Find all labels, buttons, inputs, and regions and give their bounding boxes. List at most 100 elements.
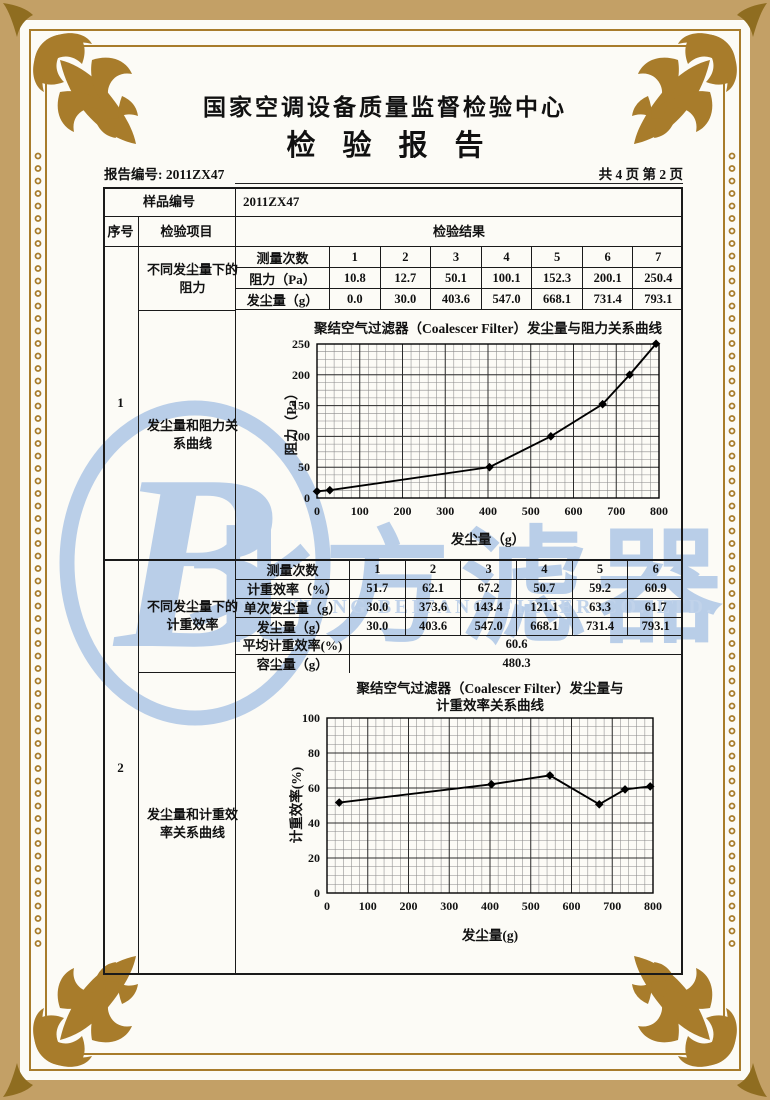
table-hline: [138, 672, 236, 673]
watermark-logo: B: [59, 400, 331, 726]
table-vline-seq: [138, 217, 139, 973]
sample-no-label: 样品编号: [142, 193, 195, 209]
table-hline: [103, 216, 683, 217]
table-cell: 10.8: [330, 268, 381, 288]
table-cell: 0.0: [330, 289, 381, 309]
table-cell: 50.1: [431, 268, 482, 288]
watermark-text-en: XINXIANG BEIFANG FILTER CO.,LTD.: [238, 596, 715, 618]
svg-text:100: 100: [351, 504, 369, 518]
row-label: 单次发尘量（g）: [236, 598, 350, 617]
table-cell: 152.3: [532, 268, 583, 288]
table-cell: 121.1: [517, 598, 573, 617]
seq-2: 2: [117, 759, 124, 775]
item-1b-label: 发尘量和阻力关系曲线: [146, 417, 238, 451]
svg-text:700: 700: [603, 899, 621, 913]
center-name-title: 国家空调设备质量监督检验中心: [203, 95, 567, 120]
svg-text:0: 0: [304, 491, 310, 505]
report-number: 报告编号: 2011ZX47: [104, 167, 225, 182]
chart-title: 聚结空气过滤器（Coalescer Filter）发尘量与: [355, 680, 623, 696]
table-cell: 3: [461, 560, 518, 579]
table-row: 计重效率（%） 51.7 62.1 67.2 50.7 59.2 60.9: [236, 579, 683, 599]
table-cell-span: 60.6: [505, 637, 528, 652]
table-row: 平均计重效率(%) 60.6: [236, 636, 683, 655]
frame-scroll-pattern-right: [726, 150, 738, 950]
svg-text:100: 100: [359, 899, 377, 913]
svg-text:150: 150: [292, 399, 310, 413]
table-cell: 793.1: [641, 618, 670, 633]
y-axis-label: 计重效率(%): [288, 767, 304, 844]
table-row: 阻力（Pa） 10.8 12.7 50.1 100.1 152.3 200.1 250.4: [236, 268, 683, 289]
svg-text:0: 0: [324, 899, 330, 913]
data-line: [339, 774, 651, 806]
table-cell: 547.0: [461, 617, 518, 635]
chart-title-line2: 计重效率关系曲线: [436, 697, 544, 713]
table-cell: 793.1: [644, 291, 673, 306]
svg-text:400: 400: [479, 504, 497, 518]
table-cell: 51.7: [350, 579, 406, 598]
table-hline-section-divider: [103, 559, 683, 561]
svg-text:60: 60: [308, 781, 320, 795]
page-indicator: 共 4 页 第 2 页: [598, 167, 683, 182]
row-label: 发尘量（g）: [236, 617, 350, 635]
table-cell: 4: [517, 560, 573, 579]
table-row: 容尘量（g） 480.3: [236, 654, 683, 673]
row-label: 容尘量（g）: [236, 654, 350, 673]
y-axis-label: 阻力（Pa）: [283, 387, 299, 456]
data-line: [316, 343, 657, 493]
svg-text:250: 250: [292, 337, 310, 351]
table-cell: 403.6: [431, 289, 482, 309]
meta-underline: [235, 183, 683, 184]
table-cell-span: 480.3: [502, 656, 531, 671]
table-cell: 60.9: [644, 581, 667, 595]
table-cell: 668.1: [532, 289, 583, 309]
table-cell: 5: [573, 560, 629, 579]
table-cell: 30.0: [350, 598, 406, 617]
data-markers: [312, 339, 661, 496]
table-cell: 63.3: [573, 598, 629, 617]
table-cell: 668.1: [517, 617, 573, 635]
table-cell: 30.0: [381, 289, 432, 309]
svg-text:700: 700: [607, 504, 625, 518]
svg-text:300: 300: [440, 899, 458, 913]
svg-text:400: 400: [481, 899, 499, 913]
table-cell: 7: [655, 249, 662, 264]
table-row: 发尘量（g） 0.0 30.0 403.6 547.0 668.1 731.4 793.1: [236, 289, 683, 310]
svg-text:0: 0: [314, 886, 320, 900]
table-cell: 731.4: [573, 617, 629, 635]
table-cell: 200.1: [583, 268, 634, 288]
frame-inner-goldline: [45, 45, 725, 1055]
table-cell: 4: [482, 247, 533, 267]
table-hline: [138, 310, 236, 311]
item-2a-label: 不同发尘量下的计重效率: [146, 599, 238, 632]
svg-text:80: 80: [308, 746, 320, 760]
table-row: 测量次数 1 2 3 4 5 6 7: [236, 247, 683, 268]
row-label: 发尘量（g）: [236, 289, 330, 309]
chart-efficiency-vs-dust: 0 100 200 300 400 500 600 700 800 0 20 40 60 80 100 聚结空…: [288, 680, 662, 943]
table-cell: 59.2: [573, 579, 629, 598]
table-cell: 3: [431, 247, 482, 267]
table-outer-border: [103, 187, 683, 975]
item-1a-label: 不同发尘量下的阻力: [146, 261, 238, 295]
col-header-item: 检验项目: [160, 223, 213, 239]
svg-text:600: 600: [565, 504, 583, 518]
table-vline-item: [235, 187, 236, 973]
svg-text:500: 500: [522, 504, 540, 518]
svg-text:50: 50: [298, 460, 310, 474]
table-row: 单次发尘量（g） 30.0 373.6 143.4 121.1 63.3 61.7: [236, 598, 683, 618]
table-cell: 100.1: [482, 268, 533, 288]
tick-labels: 0 100 200 300 400 500 600 700 800 0 20 40 60 80 100: [302, 711, 662, 913]
table-cell: 2: [381, 247, 432, 267]
table-cell: 50.7: [517, 579, 573, 598]
table-cell: 5: [532, 247, 583, 267]
paper-background: [20, 20, 750, 1080]
frame-outer-goldline: [29, 29, 741, 1071]
x-axis-label: 发尘量（g）: [450, 531, 525, 547]
svg-text:200: 200: [292, 368, 310, 382]
data-markers: [334, 771, 655, 809]
table-row: 测量次数 1 2 3 4 5 6: [236, 560, 683, 580]
table-cell: 1: [330, 247, 381, 267]
svg-text:0: 0: [314, 504, 320, 518]
plot-border: [326, 717, 654, 894]
table-cell: 403.6: [406, 617, 462, 635]
